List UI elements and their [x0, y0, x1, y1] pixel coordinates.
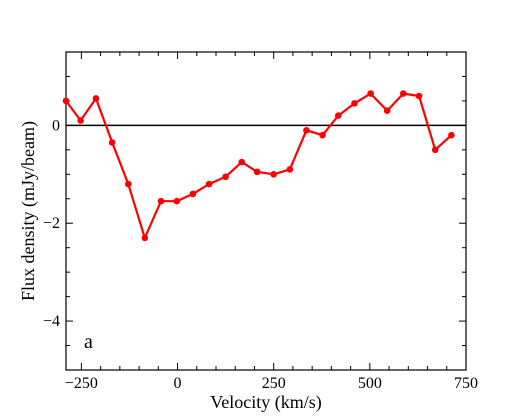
- data-point: [157, 197, 165, 205]
- x-tick-label: −250: [65, 375, 98, 392]
- data-point: [303, 126, 310, 134]
- data-point: [62, 97, 70, 105]
- x-tick-label: 500: [358, 375, 382, 392]
- data-point: [335, 112, 342, 119]
- data-point: [77, 117, 84, 124]
- data-point: [125, 180, 132, 188]
- x-tick-label: 250: [262, 375, 286, 392]
- data-point: [383, 107, 391, 115]
- panel-label: a: [84, 331, 93, 353]
- data-point: [173, 197, 181, 205]
- data-point: [351, 100, 358, 107]
- data-point: [108, 139, 116, 146]
- plot-area: −250 0 250 500 750 −4 −2 0 Velocity (km/s) Flux d…: [18, 51, 478, 413]
- y-tick-label: −2: [43, 215, 60, 232]
- data-point: [141, 234, 149, 242]
- data-point: [367, 90, 374, 97]
- data-point: [319, 131, 326, 139]
- data-point: [448, 131, 455, 139]
- y-tick-label: 0: [52, 117, 60, 134]
- data-point: [253, 168, 261, 176]
- data-point: [400, 90, 407, 97]
- data-point: [189, 190, 197, 198]
- data-point: [415, 92, 423, 100]
- data-point: [92, 95, 100, 102]
- plot-frame: [65, 51, 467, 371]
- y-tick-label: −4: [43, 313, 60, 330]
- data-point: [222, 173, 229, 181]
- x-tick-label: 0: [174, 375, 182, 392]
- data-point: [286, 166, 294, 173]
- x-axis-title: Velocity (km/s): [210, 392, 321, 413]
- series-line: [65, 92, 453, 239]
- data-point: [205, 180, 213, 188]
- x-tick-label: 750: [454, 375, 478, 392]
- data-point: [431, 146, 439, 154]
- data-point: [238, 158, 246, 166]
- y-axis-title: Flux density (mJy/beam): [18, 121, 39, 301]
- data-point: [270, 171, 277, 178]
